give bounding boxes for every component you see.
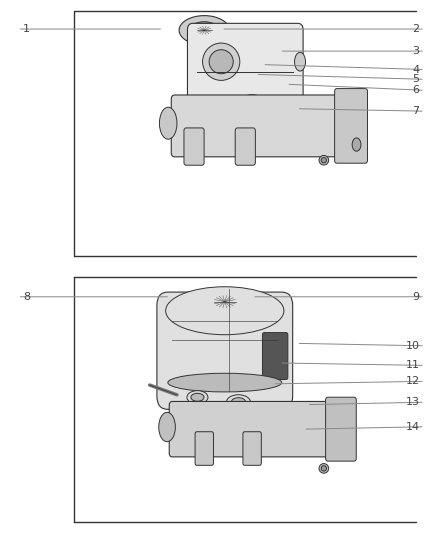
- Text: 13: 13: [406, 397, 420, 407]
- FancyBboxPatch shape: [157, 292, 293, 409]
- FancyBboxPatch shape: [187, 23, 303, 111]
- Ellipse shape: [209, 50, 233, 74]
- Ellipse shape: [180, 95, 201, 107]
- Text: 2: 2: [413, 24, 420, 34]
- Ellipse shape: [226, 395, 251, 410]
- Ellipse shape: [208, 311, 241, 332]
- Ellipse shape: [202, 43, 240, 80]
- Text: 10: 10: [406, 341, 420, 351]
- Text: 7: 7: [413, 106, 420, 116]
- Ellipse shape: [321, 158, 326, 163]
- Text: 14: 14: [406, 422, 420, 432]
- Text: 8: 8: [23, 292, 30, 302]
- FancyBboxPatch shape: [325, 397, 356, 461]
- Ellipse shape: [179, 15, 230, 45]
- Text: 1: 1: [23, 24, 30, 34]
- FancyBboxPatch shape: [235, 128, 255, 165]
- Text: 3: 3: [413, 46, 420, 56]
- Text: 4: 4: [413, 64, 420, 75]
- Ellipse shape: [166, 287, 284, 335]
- Ellipse shape: [294, 52, 306, 71]
- Text: 5: 5: [413, 74, 420, 84]
- FancyBboxPatch shape: [262, 333, 288, 379]
- FancyBboxPatch shape: [243, 432, 261, 465]
- Text: 9: 9: [413, 292, 420, 302]
- Ellipse shape: [245, 98, 259, 106]
- Ellipse shape: [191, 393, 204, 401]
- Text: 11: 11: [406, 360, 420, 370]
- Ellipse shape: [189, 22, 219, 39]
- FancyBboxPatch shape: [171, 95, 353, 157]
- Ellipse shape: [231, 398, 246, 407]
- Ellipse shape: [159, 413, 175, 442]
- Text: 6: 6: [413, 85, 420, 95]
- Ellipse shape: [159, 107, 177, 139]
- FancyBboxPatch shape: [335, 88, 367, 163]
- FancyBboxPatch shape: [169, 401, 342, 457]
- Text: 12: 12: [406, 376, 420, 386]
- Ellipse shape: [187, 391, 208, 404]
- Ellipse shape: [319, 156, 328, 165]
- Ellipse shape: [168, 373, 282, 392]
- Ellipse shape: [202, 289, 248, 314]
- Ellipse shape: [209, 293, 240, 310]
- Ellipse shape: [240, 95, 264, 108]
- Ellipse shape: [352, 138, 361, 151]
- FancyBboxPatch shape: [195, 432, 213, 465]
- Ellipse shape: [321, 466, 326, 471]
- FancyBboxPatch shape: [184, 128, 204, 165]
- Ellipse shape: [319, 464, 328, 473]
- Ellipse shape: [184, 98, 197, 105]
